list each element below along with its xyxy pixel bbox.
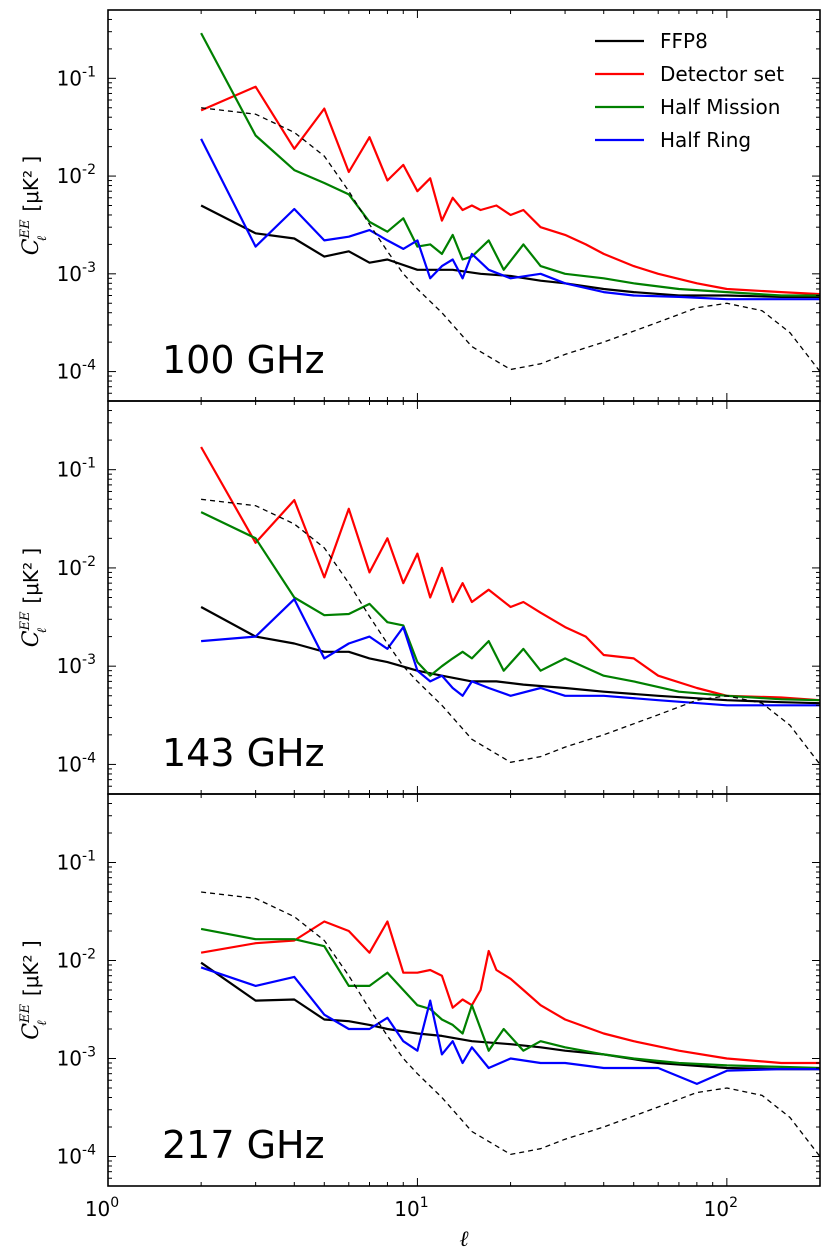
series-theory-ee [201, 891, 820, 1157]
panel-frequency-label: 100 GHz [162, 338, 325, 382]
y-tick-label: 10-2 [57, 554, 96, 580]
x-tick-label: 100 [85, 1195, 119, 1221]
y-tick-label: 10-3 [57, 260, 96, 286]
plot-frame [107, 793, 821, 1187]
x-axis-label: ℓ [459, 1227, 469, 1252]
x-tick-label: 102 [704, 1195, 738, 1221]
series-ffp8 [200, 961, 820, 1071]
y-tick-label: 10-4 [57, 750, 97, 776]
legend-label: FFP8 [660, 29, 708, 53]
series-theory-ee [201, 107, 820, 372]
series-half-ring [201, 598, 820, 707]
series-group [200, 891, 820, 1157]
panel-frequency-label: 143 GHz [162, 731, 325, 775]
panel-2: 10-1 10-2 10-3 10-4 CEEℓ [μK² ] 217 GHz [18, 793, 821, 1187]
y-axis-label: CEEℓ [μK² ] [18, 940, 50, 1039]
series-half-mission [200, 511, 820, 702]
y-tick-label: 10-3 [57, 1044, 96, 1070]
series-half-ring [200, 966, 820, 1085]
series-ffp8 [200, 606, 820, 705]
legend-label: Half Ring [660, 128, 751, 152]
y-tick-label: 10-2 [57, 162, 96, 188]
series-group [200, 446, 820, 765]
series-half-ring [200, 138, 820, 301]
series-detector-set [200, 920, 820, 1065]
y-axis-label: CEEℓ [μK² ] [18, 548, 50, 647]
y-tick-label: 10-4 [57, 1142, 97, 1168]
series-detector-set [200, 446, 820, 702]
y-tick-label: 10-4 [57, 358, 97, 384]
y-tick-label: 10-3 [57, 652, 96, 678]
panel-frequency-label: 217 GHz [162, 1123, 325, 1167]
series-theory-ee [201, 498, 820, 765]
legend-label: Half Mission [660, 95, 780, 119]
y-tick-label: 10-1 [57, 64, 96, 90]
series-group [200, 32, 820, 372]
panel-1: 10-1 10-2 10-3 10-4 CEEℓ [μK² ] 143 GHz [18, 400, 821, 795]
series-half-mission [200, 32, 820, 297]
series-detector-set [200, 85, 820, 296]
y-tick-label: 10-1 [57, 456, 96, 482]
x-tick-label: 101 [394, 1195, 428, 1221]
y-tick-label: 10-1 [57, 848, 96, 874]
y-tick-label: 10-2 [57, 946, 96, 972]
legend-label: Detector set [660, 62, 784, 86]
y-axis-label: CEEℓ [μK² ] [18, 156, 50, 255]
series-half-mission [200, 927, 820, 1070]
legend: FFP8 Detector set Half Mission Half Ring [595, 29, 784, 152]
series-ffp8 [200, 204, 820, 298]
